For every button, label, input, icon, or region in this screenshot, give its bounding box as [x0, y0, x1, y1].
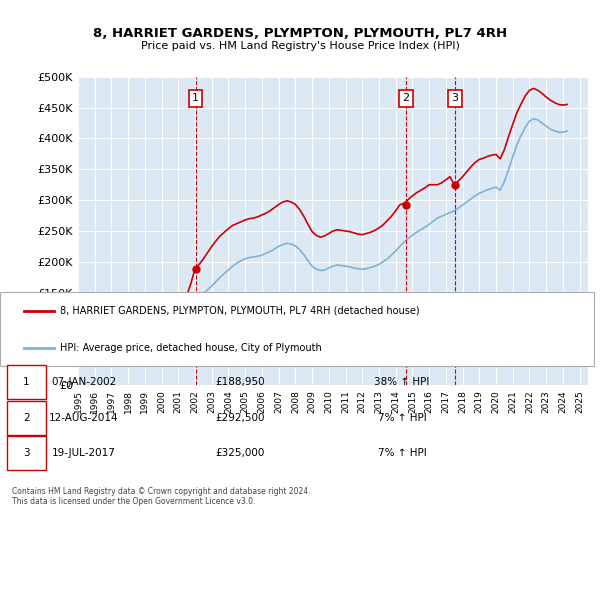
- Text: 7% ↑ HPI: 7% ↑ HPI: [377, 448, 427, 458]
- Text: 7% ↑ HPI: 7% ↑ HPI: [377, 413, 427, 422]
- Text: Price paid vs. HM Land Registry's House Price Index (HPI): Price paid vs. HM Land Registry's House …: [140, 41, 460, 51]
- Text: £292,500: £292,500: [215, 413, 265, 422]
- Text: 2: 2: [23, 413, 30, 422]
- Text: 2: 2: [403, 93, 410, 103]
- Text: 3: 3: [23, 448, 30, 458]
- Text: 1: 1: [192, 93, 199, 103]
- Text: 12-AUG-2014: 12-AUG-2014: [49, 413, 119, 422]
- Text: 38% ↑ HPI: 38% ↑ HPI: [374, 378, 430, 387]
- Text: 07-JAN-2002: 07-JAN-2002: [52, 378, 116, 387]
- Text: Contains HM Land Registry data © Crown copyright and database right 2024.
This d: Contains HM Land Registry data © Crown c…: [12, 487, 311, 506]
- Text: 19-JUL-2017: 19-JUL-2017: [52, 448, 116, 458]
- Text: 8, HARRIET GARDENS, PLYMPTON, PLYMOUTH, PL7 4RH (detached house): 8, HARRIET GARDENS, PLYMPTON, PLYMOUTH, …: [60, 306, 419, 316]
- Text: 1: 1: [23, 378, 30, 387]
- Text: £188,950: £188,950: [215, 378, 265, 387]
- Text: 8, HARRIET GARDENS, PLYMPTON, PLYMOUTH, PL7 4RH: 8, HARRIET GARDENS, PLYMPTON, PLYMOUTH, …: [93, 27, 507, 40]
- Text: 3: 3: [451, 93, 458, 103]
- Text: HPI: Average price, detached house, City of Plymouth: HPI: Average price, detached house, City…: [60, 343, 322, 353]
- Text: £325,000: £325,000: [215, 448, 265, 458]
